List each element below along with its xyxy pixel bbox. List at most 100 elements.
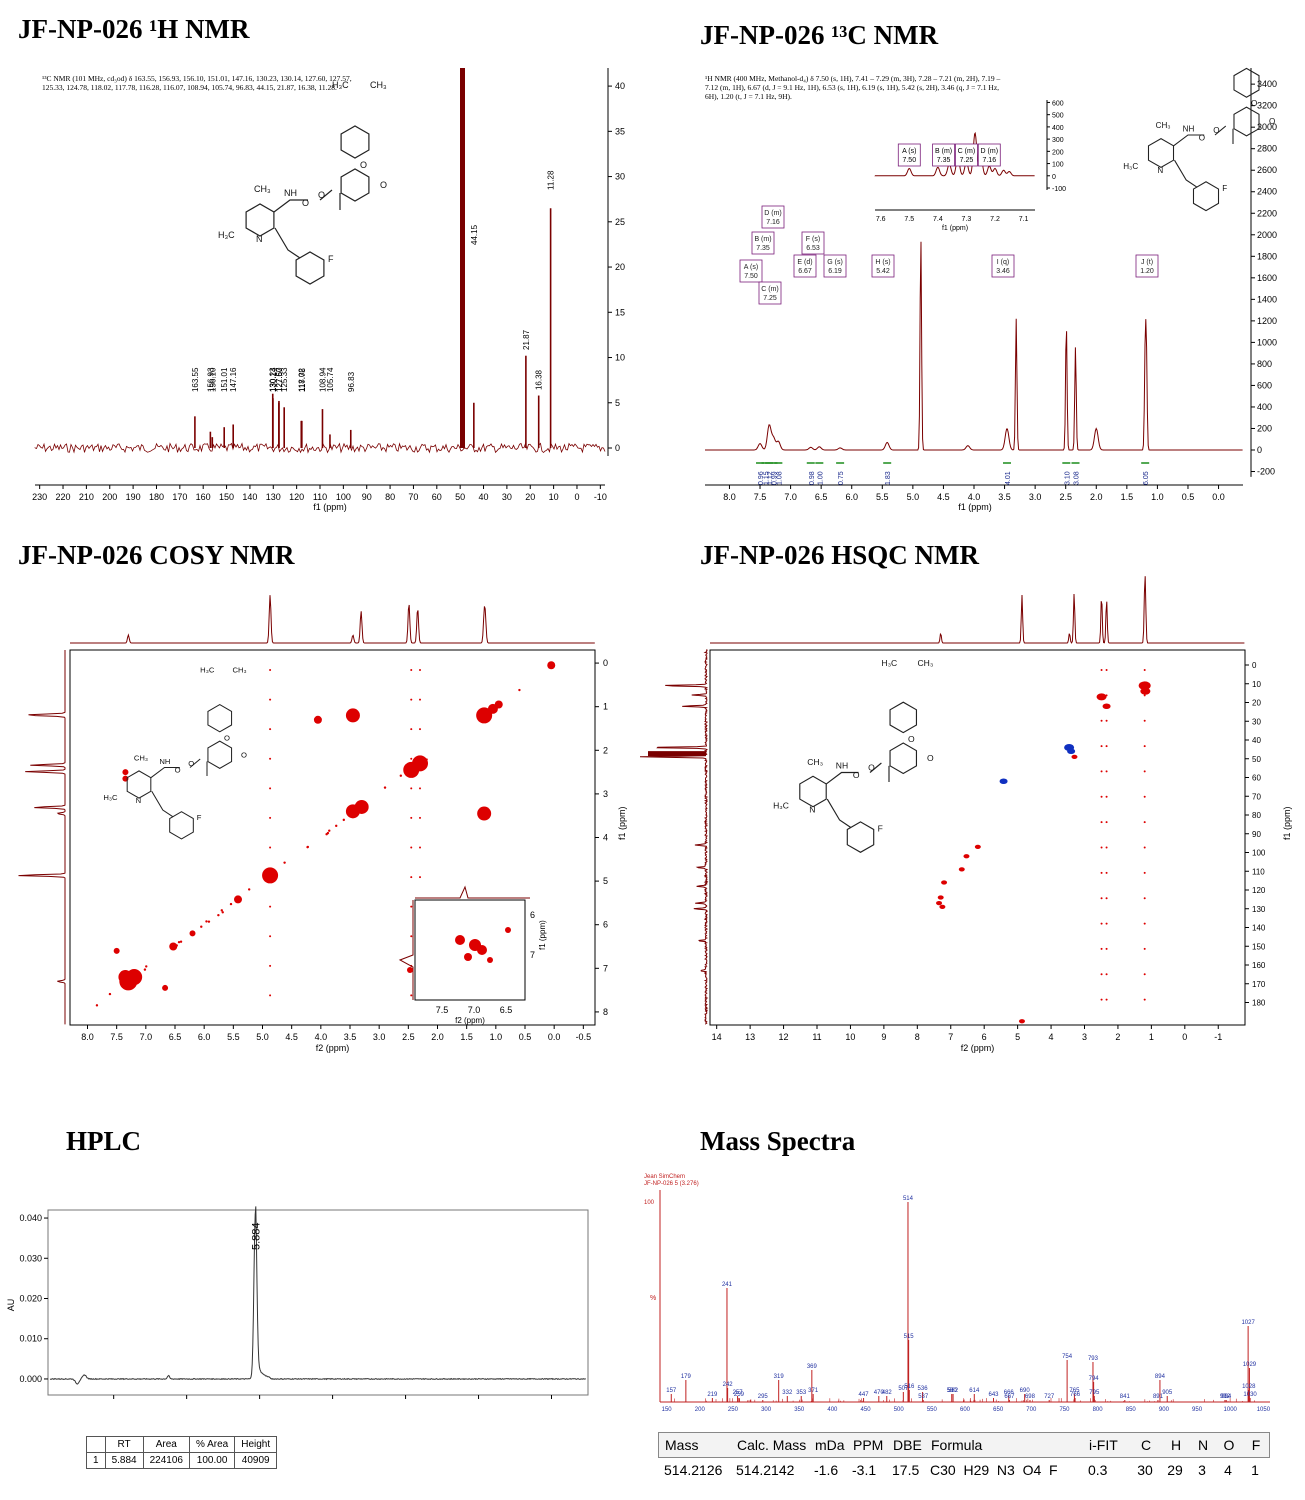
hsqc-y-tick-label: 10 bbox=[1252, 680, 1261, 689]
ms-x-tick-label: 1000 bbox=[1224, 1407, 1238, 1413]
cosy-cross-peak bbox=[169, 942, 178, 951]
cosy-t1-noise bbox=[269, 698, 272, 701]
cosy-diagonal-dot bbox=[487, 712, 490, 716]
ms-x-tick-label: 150 bbox=[662, 1407, 673, 1413]
ms-peak-label: 241 bbox=[722, 1282, 733, 1288]
cosy-diagonal-dot bbox=[306, 845, 309, 849]
cosy-diagonal-dot bbox=[354, 811, 358, 815]
cosy-x-tick-label: -0.5 bbox=[576, 1032, 592, 1042]
hsqc-x-label: f2 (ppm) bbox=[961, 1043, 995, 1053]
cosy-t1-noise bbox=[419, 816, 421, 819]
c13-x-tick-label: 10 bbox=[549, 492, 559, 502]
hsqc-x-tick-label: 5 bbox=[1015, 1032, 1020, 1042]
cosy-t1-noise bbox=[269, 876, 272, 879]
ms-peak-label: 536 bbox=[918, 1386, 929, 1392]
title-mass-spectra: Mass Spectra bbox=[700, 1126, 856, 1156]
ms-col-o: O bbox=[1223, 1437, 1235, 1453]
coumarin-ring-a bbox=[1233, 106, 1260, 137]
cosy-x-tick-label: 7.0 bbox=[140, 1032, 153, 1042]
cosy-x-tick-label: 8.0 bbox=[81, 1032, 94, 1042]
c13-x-tick-label: 230 bbox=[32, 492, 47, 502]
cosy-inset-top-projection bbox=[415, 885, 530, 899]
cosy-inset-cross-peak bbox=[505, 927, 511, 933]
structure-atom-label: N bbox=[1157, 166, 1163, 175]
cosy-t1-noise bbox=[269, 964, 272, 967]
c13-peak-label: 11.28 bbox=[547, 170, 556, 190]
hsqc-y-tick-label: 100 bbox=[1252, 849, 1266, 858]
ms-x-tick-label: 950 bbox=[1192, 1407, 1203, 1413]
hsqc-t1-noise bbox=[1143, 998, 1146, 1001]
cosy-inset-x-tick-label: 7.5 bbox=[436, 1005, 449, 1015]
cosy-y-tick-label: 6 bbox=[603, 920, 608, 930]
h1-multiplet-box: A (s) 7.50 bbox=[739, 259, 763, 283]
hsqc-t1-noise bbox=[1143, 973, 1146, 976]
coumarin-ring-b bbox=[340, 125, 370, 159]
h1-inset-x-tick-label: 7.1 bbox=[1019, 216, 1029, 223]
cosy-diagonal-dot bbox=[350, 814, 353, 818]
fluorophenyl-ring bbox=[1192, 181, 1220, 212]
hsqc-y-tick-label: 110 bbox=[1252, 867, 1265, 876]
h1-x-tick-label: 5.5 bbox=[876, 492, 889, 502]
cosy-left-projection bbox=[18, 650, 66, 1025]
h1-multiplet-frame bbox=[761, 205, 785, 229]
hsqc-y-tick-label: 50 bbox=[1252, 755, 1261, 764]
ms-x-tick-label: 650 bbox=[993, 1407, 1004, 1413]
hsqc-t1-noise bbox=[1143, 745, 1146, 748]
h1-multiplet-frame bbox=[823, 254, 847, 278]
h1-multiplet-frame bbox=[793, 254, 817, 278]
h1-multiplet-box: E (d) 6.67 bbox=[793, 254, 817, 278]
ms-x-tick-label: 450 bbox=[861, 1407, 872, 1413]
hplc-col-area: Area bbox=[142, 1436, 190, 1453]
ms-header-line1: Jean SimChem bbox=[644, 1174, 685, 1180]
h1-inset-x-tick-label: 7.5 bbox=[904, 216, 914, 223]
ms-peak-label: 447 bbox=[859, 1392, 870, 1398]
cosy-t1-noise bbox=[269, 816, 272, 819]
cosy-diagonal-dot bbox=[335, 824, 338, 828]
cosy-diagonal-dot bbox=[482, 712, 486, 716]
hsqc-t1-noise bbox=[1143, 669, 1146, 671]
cosy-t1-noise bbox=[410, 846, 413, 849]
h1-y-tick-label: 1800 bbox=[1257, 251, 1277, 261]
structure-atom-label: CH₃ bbox=[254, 184, 271, 194]
cosy-y-tick-label: 5 bbox=[603, 876, 608, 886]
cosy-t1-noise bbox=[419, 846, 421, 849]
h1-x-tick-label: 1.0 bbox=[1151, 492, 1164, 502]
h1-spectrum-trace bbox=[705, 241, 1243, 451]
h1-x-tick-label: 2.5 bbox=[1059, 492, 1072, 502]
ms-x-tick-label: 300 bbox=[761, 1407, 772, 1413]
cosy-cross-peak bbox=[262, 867, 279, 884]
hsqc-cross-peak bbox=[963, 854, 970, 859]
ms-x-tick-label: 1050 bbox=[1257, 1407, 1271, 1413]
h1-inset-multiplet-box: A (s) 7.50 bbox=[897, 143, 921, 167]
h1-y-tick-label: 600 bbox=[1257, 380, 1272, 390]
cosy-diagonal-dot bbox=[412, 767, 415, 771]
c13-peak-label: 16.38 bbox=[535, 369, 544, 390]
cosy-inset-frame bbox=[414, 899, 526, 1001]
ms-x-tick-label: 800 bbox=[1093, 1407, 1104, 1413]
h1-inset-multiplet-box: B (m) 7.35 bbox=[932, 143, 955, 167]
cosy-diagonal-dot bbox=[342, 818, 346, 822]
cosy-diagonal-dot bbox=[221, 911, 224, 914]
h1-multiplet-value: 6.53 bbox=[806, 245, 820, 252]
c13-peak-label: 96.83 bbox=[347, 371, 356, 392]
ms-peak-label: 371 bbox=[808, 1388, 819, 1394]
cosy-y-tick-label: 2 bbox=[603, 745, 608, 755]
h1-inset-multiplet-value: 7.35 bbox=[937, 157, 951, 164]
ms-y-percent: % bbox=[650, 1295, 656, 1302]
hsqc-y-tick-label: 170 bbox=[1252, 980, 1266, 989]
structure-atom-label: O bbox=[1213, 126, 1219, 135]
hsqc-y-tick-label: 130 bbox=[1252, 905, 1266, 914]
h1-multiplet-value: 7.16 bbox=[766, 219, 780, 226]
ms-peak-label: 793 bbox=[1088, 1356, 1099, 1362]
c13-x-tick-label: 160 bbox=[196, 492, 211, 502]
ms-col-mda: mDa bbox=[815, 1437, 845, 1453]
hsqc-t1-noise bbox=[1100, 745, 1103, 748]
cosy-plot: 8.0 7.5 7.0 6.5 6.0 5.5 5.0 4.5 4.0 3.5 3.0 2.5 2.0 1… bbox=[18, 595, 627, 1053]
c13-x-tick-label: 210 bbox=[79, 492, 94, 502]
coumarin-ring-b bbox=[1233, 67, 1260, 98]
ms-x-tick-label: 550 bbox=[927, 1407, 938, 1413]
hplc-y-tick-label: 0.020 bbox=[19, 1294, 42, 1304]
